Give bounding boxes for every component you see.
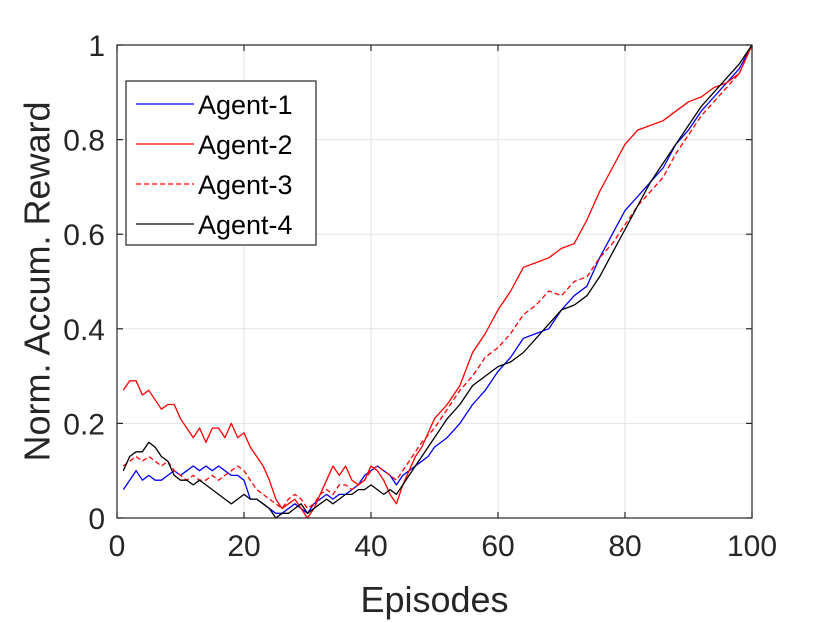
x-tick-label: 80 xyxy=(608,530,641,563)
x-tick-label: 0 xyxy=(109,530,126,563)
series-line-2 xyxy=(122,44,753,519)
y-tick-label: 0.2 xyxy=(63,408,105,441)
y-tick-label: 0.8 xyxy=(63,125,105,158)
legend-label-1: Agent-1 xyxy=(198,90,293,120)
y-tick-label: 0 xyxy=(88,503,105,536)
series-layer xyxy=(122,44,753,519)
legend-label-2: Agent-2 xyxy=(198,130,293,160)
legend-box xyxy=(125,80,317,246)
legend-label-4: Agent-4 xyxy=(198,210,293,240)
x-tick-label: 20 xyxy=(227,530,260,563)
y-tick-label: 0.4 xyxy=(63,314,105,347)
tick-marks xyxy=(116,44,753,519)
x-axis-title: Episodes xyxy=(360,579,508,620)
series-line-4 xyxy=(122,44,753,519)
tick-labels: 0 20 40 60 80 100 0 0.2 0.4 0.6 0.8 1 xyxy=(63,30,777,563)
axes-frame xyxy=(116,44,753,519)
x-tick-label: 100 xyxy=(727,530,777,563)
x-tick-label: 60 xyxy=(481,530,514,563)
y-tick-label: 1 xyxy=(88,30,105,63)
x-tick-label: 40 xyxy=(354,530,387,563)
legend-label-3: Agent-3 xyxy=(198,170,293,200)
legend: Agent-1 Agent-2 Agent-3 Agent-4 xyxy=(125,80,317,246)
y-tick-label: 0.6 xyxy=(63,219,105,252)
y-axis-title: Norm. Accum. Reward xyxy=(17,101,58,461)
